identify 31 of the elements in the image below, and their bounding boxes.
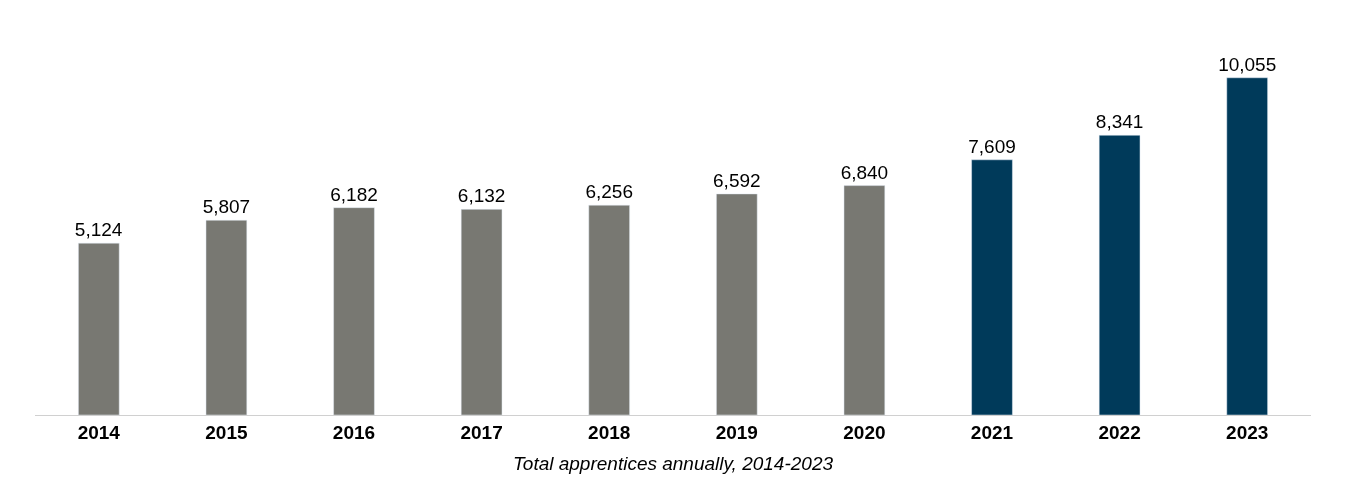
data-label: 6,132: [457, 185, 506, 207]
data-label: 5,124: [74, 219, 123, 241]
x-tick-label: 2019: [715, 421, 758, 443]
data-label: 7,609: [968, 135, 1016, 157]
x-tick-label: 2022: [1098, 421, 1141, 443]
data-label: 10,055: [1218, 53, 1277, 75]
bar: [843, 185, 886, 415]
bar: [333, 207, 375, 415]
data-label: 8,341: [1095, 111, 1144, 133]
data-label: 6,182: [330, 183, 378, 205]
bar: [971, 159, 1013, 415]
data-label: 6,592: [713, 169, 761, 191]
x-tick-label: 2014: [77, 421, 121, 443]
bar: [205, 219, 248, 415]
x-tick-label: 2020: [843, 421, 886, 443]
x-tick-label: 2021: [970, 421, 1014, 443]
x-tick-label: 2018: [588, 421, 631, 443]
x-tick-label: 2017: [460, 421, 503, 443]
data-label: 6,256: [585, 181, 633, 203]
bar: [460, 209, 503, 415]
x-axis-title: Total apprentices annually, 2014-2023: [512, 452, 834, 474]
data-label: 6,840: [840, 161, 889, 183]
bar: [1098, 134, 1141, 415]
x-tick-label: 2016: [332, 421, 376, 443]
bar: [588, 204, 630, 415]
x-tick-label: 2015: [205, 421, 248, 443]
bar: [78, 242, 120, 415]
bar: [716, 193, 758, 415]
data-label: 5,807: [202, 196, 251, 218]
bar: [1226, 77, 1268, 415]
x-tick-label: 2023: [1226, 421, 1269, 443]
